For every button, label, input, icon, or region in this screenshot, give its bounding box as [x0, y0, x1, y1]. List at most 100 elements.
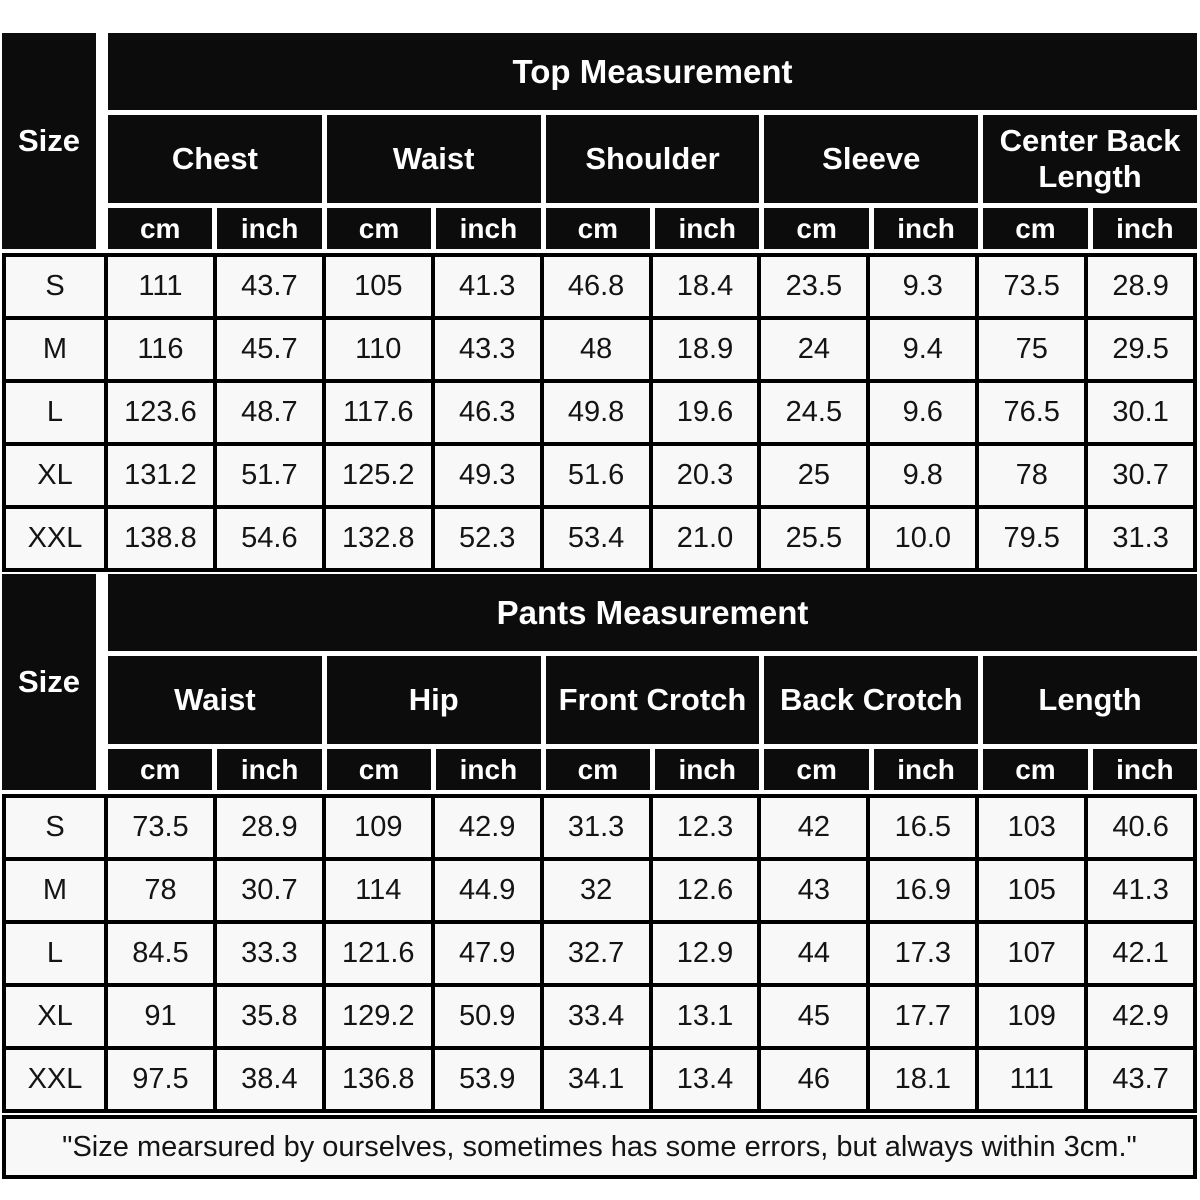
unit-header: inch — [655, 749, 760, 790]
table-cell: 35.8 — [212, 987, 322, 1046]
table-cell: 43.7 — [212, 257, 322, 316]
table-cell: 17.7 — [866, 987, 976, 1046]
table-cell: 117.6 — [321, 383, 431, 442]
table-cell: 43 — [757, 861, 867, 920]
unit-header-row: cm inch cm inch cm inch cm inch cm inch — [108, 749, 1198, 790]
size-column-header: Size — [2, 574, 96, 790]
table-cell: 9.6 — [866, 383, 976, 442]
table-row: M 78 30.7 114 44.9 32 12.6 43 16.9 105 4… — [6, 861, 1194, 924]
table-cell: 50.9 — [430, 987, 540, 1046]
group-header-back-crotch: Back Crotch — [764, 656, 979, 744]
table-cell: 105 — [975, 861, 1085, 920]
table-row: L 123.6 48.7 117.6 46.3 49.8 19.6 24.5 9… — [6, 383, 1194, 446]
table-cell: 123.6 — [104, 383, 213, 442]
table-cell: 24 — [757, 320, 867, 379]
table-cell: 109 — [975, 987, 1085, 1046]
table-cell: 79.5 — [975, 509, 1085, 568]
row-size-label: XL — [6, 446, 104, 505]
table-cell: 42 — [757, 798, 867, 857]
table-cell: 111 — [104, 257, 213, 316]
group-header-sleeve: Sleeve — [764, 115, 979, 203]
top-table-body: S 111 43.7 105 41.3 46.8 18.4 23.5 9.3 7… — [2, 253, 1197, 572]
table-cell: 32 — [539, 861, 649, 920]
table-cell: 33.3 — [212, 924, 322, 983]
table-cell: 48.7 — [212, 383, 322, 442]
table-cell: 31.3 — [1084, 509, 1194, 568]
row-size-label: XXL — [6, 509, 104, 568]
table-row: XXL 97.5 38.4 136.8 53.9 34.1 13.4 46 18… — [6, 1050, 1194, 1113]
table-cell: 43.3 — [430, 320, 540, 379]
table-cell: 30.1 — [1084, 383, 1194, 442]
row-size-label: L — [6, 383, 104, 442]
table-cell: 9.3 — [866, 257, 976, 316]
table-cell: 73.5 — [104, 798, 213, 857]
table-cell: 53.9 — [430, 1050, 540, 1109]
table-cell: 45.7 — [212, 320, 322, 379]
unit-header: inch — [655, 208, 760, 249]
table-cell: 23.5 — [757, 257, 867, 316]
table-cell: 42.9 — [430, 798, 540, 857]
table-cell: 18.1 — [866, 1050, 976, 1109]
unit-header: cm — [108, 208, 213, 249]
table-cell: 42.1 — [1084, 924, 1194, 983]
table-row: M 116 45.7 110 43.3 48 18.9 24 9.4 75 29… — [6, 320, 1194, 383]
table-cell: 41.3 — [430, 257, 540, 316]
unit-header: cm — [545, 208, 651, 249]
table-cell: 12.6 — [648, 861, 758, 920]
table-cell: 107 — [975, 924, 1085, 983]
row-size-label: L — [6, 924, 104, 983]
table-cell: 111 — [975, 1050, 1085, 1109]
table-cell: 125.2 — [321, 446, 431, 505]
table-cell: 43.7 — [1084, 1050, 1194, 1109]
table-cell: 136.8 — [321, 1050, 431, 1109]
table-cell: 46 — [757, 1050, 867, 1109]
group-header-center-back-length: Center Back Length — [983, 115, 1197, 203]
table-cell: 46.8 — [539, 257, 649, 316]
group-header-shoulder: Shoulder — [545, 115, 760, 203]
table-cell: 38.4 — [212, 1050, 322, 1109]
table-row: XXL 138.8 54.6 132.8 52.3 53.4 21.0 25.5… — [6, 509, 1194, 572]
table-cell: 33.4 — [539, 987, 649, 1046]
table-cell: 24.5 — [757, 383, 867, 442]
group-header-length: Length — [983, 656, 1197, 744]
table-cell: 45 — [757, 987, 867, 1046]
table-cell: 51.6 — [539, 446, 649, 505]
table-cell: 114 — [321, 861, 431, 920]
table-cell: 138.8 — [104, 509, 213, 568]
unit-header: cm — [326, 208, 432, 249]
size-column-header: Size — [2, 33, 96, 249]
row-size-label: M — [6, 861, 104, 920]
table-cell: 49.3 — [430, 446, 540, 505]
table-cell: 109 — [321, 798, 431, 857]
group-header-waist: Waist — [326, 115, 541, 203]
unit-header: inch — [217, 749, 322, 790]
header-gutter — [96, 574, 108, 790]
table-cell: 20.3 — [648, 446, 758, 505]
unit-header: inch — [1092, 208, 1198, 249]
table-cell: 129.2 — [321, 987, 431, 1046]
table-cell: 78 — [104, 861, 213, 920]
pants-table-title: Pants Measurement — [108, 574, 1197, 651]
table-cell: 19.6 — [648, 383, 758, 442]
table-cell: 76.5 — [975, 383, 1085, 442]
unit-header: cm — [764, 749, 869, 790]
row-size-label: XXL — [6, 1050, 104, 1109]
unit-header: cm — [545, 749, 651, 790]
table-row: XL 131.2 51.7 125.2 49.3 51.6 20.3 25 9.… — [6, 446, 1194, 509]
table-cell: 103 — [975, 798, 1085, 857]
table-cell: 121.6 — [321, 924, 431, 983]
row-size-label: S — [6, 257, 104, 316]
table-cell: 9.8 — [866, 446, 976, 505]
table-cell: 47.9 — [430, 924, 540, 983]
table-cell: 51.7 — [212, 446, 322, 505]
header-right: Top Measurement Chest Waist Shoulder Sle… — [108, 33, 1198, 249]
table-cell: 84.5 — [104, 924, 213, 983]
header-gutter — [96, 33, 108, 249]
table-cell: 105 — [321, 257, 431, 316]
table-cell: 16.9 — [866, 861, 976, 920]
top-table-header: Size Top Measurement Chest Waist Shoulde… — [2, 33, 1198, 249]
table-cell: 28.9 — [1084, 257, 1194, 316]
group-header-waist: Waist — [108, 656, 322, 744]
table-cell: 10.0 — [866, 509, 976, 568]
table-cell: 49.8 — [539, 383, 649, 442]
